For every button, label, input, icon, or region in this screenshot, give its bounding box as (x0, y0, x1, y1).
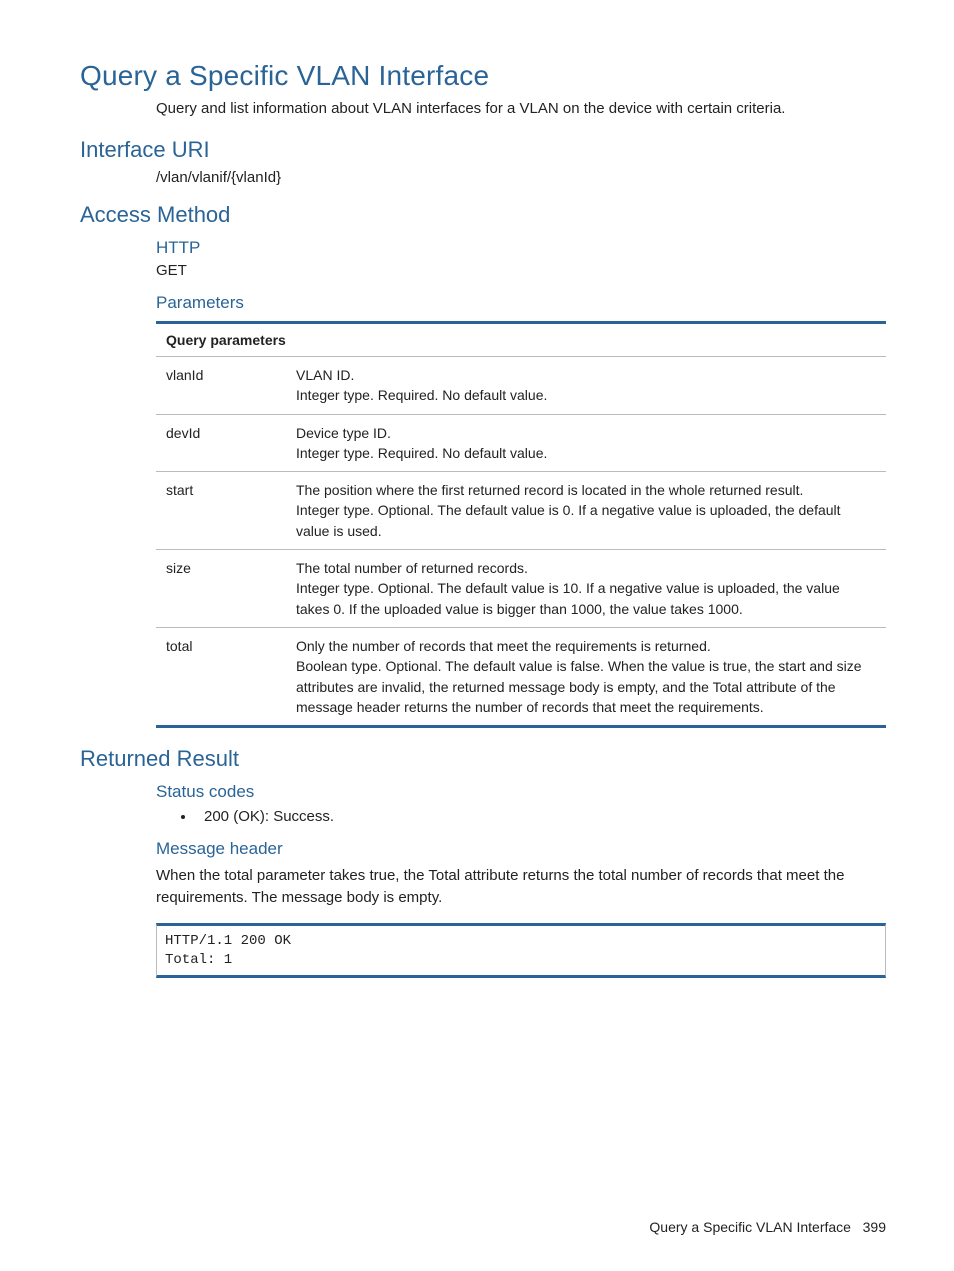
page-description: Query and list information about VLAN in… (156, 98, 886, 119)
document-page: Query a Specific VLAN Interface Query an… (0, 0, 954, 1271)
param-desc-line: Integer type. Required. No default value… (296, 385, 876, 405)
access-method-heading: Access Method (80, 202, 886, 228)
param-desc-line: Integer type. Optional. The default valu… (296, 578, 876, 619)
param-desc: VLAN ID. Integer type. Required. No defa… (286, 357, 886, 415)
table-row: size The total number of returned record… (156, 550, 886, 628)
param-name: size (156, 550, 286, 628)
param-desc-line: VLAN ID. (296, 365, 876, 385)
list-item: 200 (OK): Success. (196, 808, 886, 825)
table-header-row: Query parameters (156, 323, 886, 357)
param-desc-line: Device type ID. (296, 423, 876, 443)
param-desc-line: Integer type. Optional. The default valu… (296, 500, 876, 541)
param-name: total (156, 627, 286, 726)
param-name: start (156, 472, 286, 550)
message-header-heading: Message header (156, 839, 886, 859)
table-header-cell: Query parameters (156, 323, 886, 357)
page-footer: Query a Specific VLAN Interface 399 (649, 1219, 886, 1235)
footer-page-number: 399 (863, 1219, 886, 1235)
page-title: Query a Specific VLAN Interface (80, 60, 886, 92)
http-method-value: GET (156, 262, 886, 279)
status-codes-list: 200 (OK): Success. (156, 808, 886, 825)
footer-label: Query a Specific VLAN Interface (649, 1219, 851, 1235)
parameters-heading: Parameters (156, 293, 886, 313)
param-desc-line: Boolean type. Optional. The default valu… (296, 656, 876, 717)
http-heading: HTTP (156, 238, 886, 258)
param-name: devId (156, 414, 286, 472)
param-desc-line: Only the number of records that meet the… (296, 636, 876, 656)
table-row: total Only the number of records that me… (156, 627, 886, 726)
table-row: devId Device type ID. Integer type. Requ… (156, 414, 886, 472)
message-header-text: When the total parameter takes true, the… (156, 865, 886, 909)
status-codes-heading: Status codes (156, 782, 886, 802)
param-desc: Only the number of records that meet the… (286, 627, 886, 726)
parameters-table: Query parameters vlanId VLAN ID. Integer… (156, 321, 886, 728)
param-desc-line: The position where the first returned re… (296, 480, 876, 500)
http-response-code: HTTP/1.1 200 OK Total: 1 (156, 923, 886, 979)
param-desc-line: The total number of returned records. (296, 558, 876, 578)
interface-uri-value: /vlan/vlanif/{vlanId} (156, 169, 886, 186)
param-desc: The total number of returned records. In… (286, 550, 886, 628)
table-row: start The position where the first retur… (156, 472, 886, 550)
table-row: vlanId VLAN ID. Integer type. Required. … (156, 357, 886, 415)
param-desc: The position where the first returned re… (286, 472, 886, 550)
interface-uri-heading: Interface URI (80, 137, 886, 163)
param-desc-line: Integer type. Required. No default value… (296, 443, 876, 463)
returned-result-heading: Returned Result (80, 746, 886, 772)
param-desc: Device type ID. Integer type. Required. … (286, 414, 886, 472)
param-name: vlanId (156, 357, 286, 415)
